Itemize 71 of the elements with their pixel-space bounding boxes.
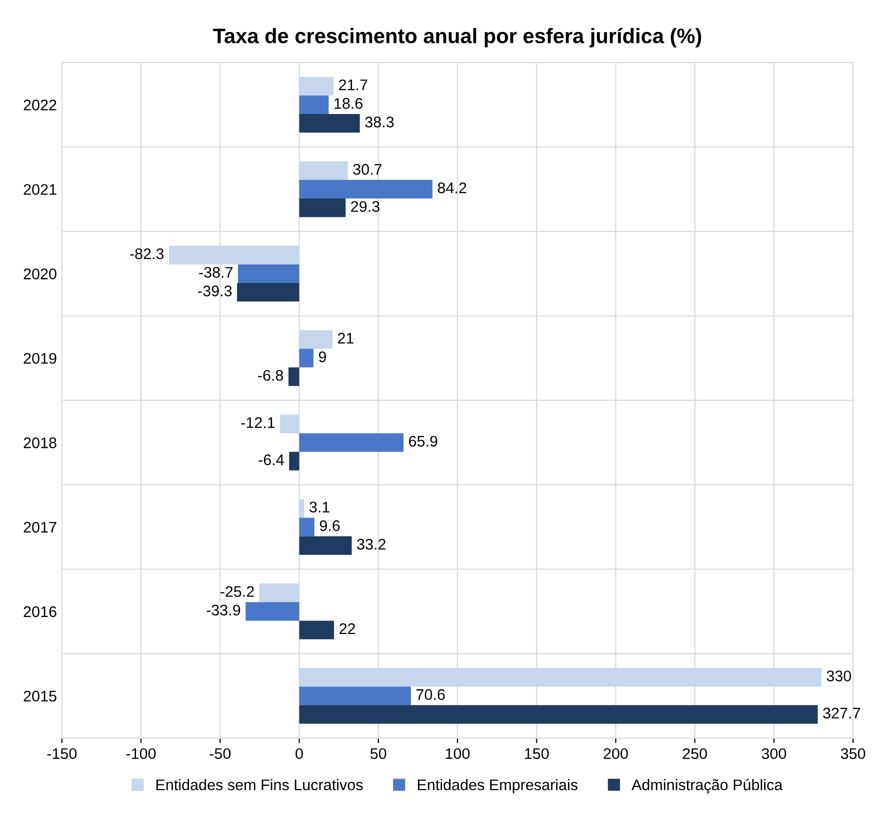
- y-tick-label: 2021: [24, 184, 56, 195]
- data-label: 327.7: [823, 708, 860, 719]
- bar: [280, 414, 300, 434]
- bar: [299, 705, 818, 724]
- x-tick-label: -50: [210, 748, 231, 760]
- y-tick-label: 2019: [24, 352, 56, 364]
- data-label: 65.9: [409, 436, 438, 447]
- bar: [169, 246, 300, 264]
- x-tick-label: 50: [370, 748, 386, 760]
- x-tick-label: 250: [682, 748, 707, 760]
- bar: [299, 433, 404, 452]
- bar: [299, 620, 334, 640]
- data-label: 330: [826, 670, 852, 682]
- legend-label: Administração Pública: [632, 778, 783, 794]
- x-tick-label: 0: [296, 748, 303, 760]
- x-tick-label: 300: [762, 748, 786, 760]
- y-tick-label: 2015: [24, 690, 56, 702]
- bar: [299, 668, 822, 687]
- x-tick-label: -100: [126, 748, 156, 760]
- data-label: 22: [340, 623, 356, 634]
- bar: [299, 95, 329, 114]
- bar: [299, 499, 304, 518]
- x-tick-label: -150: [47, 748, 77, 760]
- bar: [299, 76, 334, 96]
- data-label: 29.3: [351, 201, 380, 212]
- y-tick-label: 2017: [24, 522, 56, 533]
- bar: [246, 602, 300, 621]
- bar: [299, 348, 314, 368]
- data-label: 9: [318, 351, 326, 362]
- bar: [259, 584, 300, 602]
- data-label: 9.6: [320, 520, 340, 532]
- bar: [238, 264, 300, 283]
- bar: [299, 536, 352, 555]
- bar: [288, 367, 300, 386]
- legend-label: Entidades Empresariais: [418, 779, 578, 794]
- data-label: 38.3: [365, 116, 394, 128]
- data-label: -6.4: [258, 454, 284, 466]
- data-label: 18.6: [334, 98, 362, 109]
- bar: [299, 198, 346, 218]
- bar: [299, 330, 332, 349]
- legend-label: Entidades sem Fins Lucrativos: [156, 779, 363, 790]
- bar: [299, 161, 348, 180]
- bar: [299, 518, 314, 536]
- data-label: -25.2: [220, 586, 254, 597]
- data-label: -12.1: [241, 417, 275, 428]
- y-tick-label: 2018: [24, 437, 56, 448]
- data-label: -33.9: [206, 604, 240, 616]
- data-label: -39.3: [198, 286, 232, 296]
- data-label: 33.2: [357, 538, 386, 550]
- y-tick-label: 2016: [24, 606, 56, 618]
- x-tick-label: 100: [446, 748, 470, 760]
- data-label: 21: [338, 332, 354, 344]
- data-label: 21.7: [339, 79, 368, 90]
- data-label: 70.6: [416, 689, 445, 700]
- x-tick-label: 150: [525, 748, 549, 760]
- x-tick-label: 350: [840, 748, 866, 760]
- y-tick-label: 2020: [24, 268, 56, 280]
- data-label: 84.2: [438, 182, 466, 194]
- data-label: -38.7: [199, 266, 232, 278]
- bar: [237, 282, 300, 302]
- data-label: -6.8: [258, 370, 284, 381]
- bar: [289, 452, 300, 470]
- data-label: -82.3: [130, 248, 164, 260]
- data-label: 30.7: [353, 164, 382, 175]
- x-tick-label: 200: [604, 748, 628, 760]
- data-label: 3.1: [309, 502, 330, 513]
- y-tick-label: 2022: [24, 100, 56, 110]
- chart-title: Taxa de crescimento anual por esfera jurídica (%): [213, 28, 702, 48]
- bar: [299, 686, 411, 706]
- bar: [299, 180, 432, 198]
- bar: [299, 114, 360, 133]
